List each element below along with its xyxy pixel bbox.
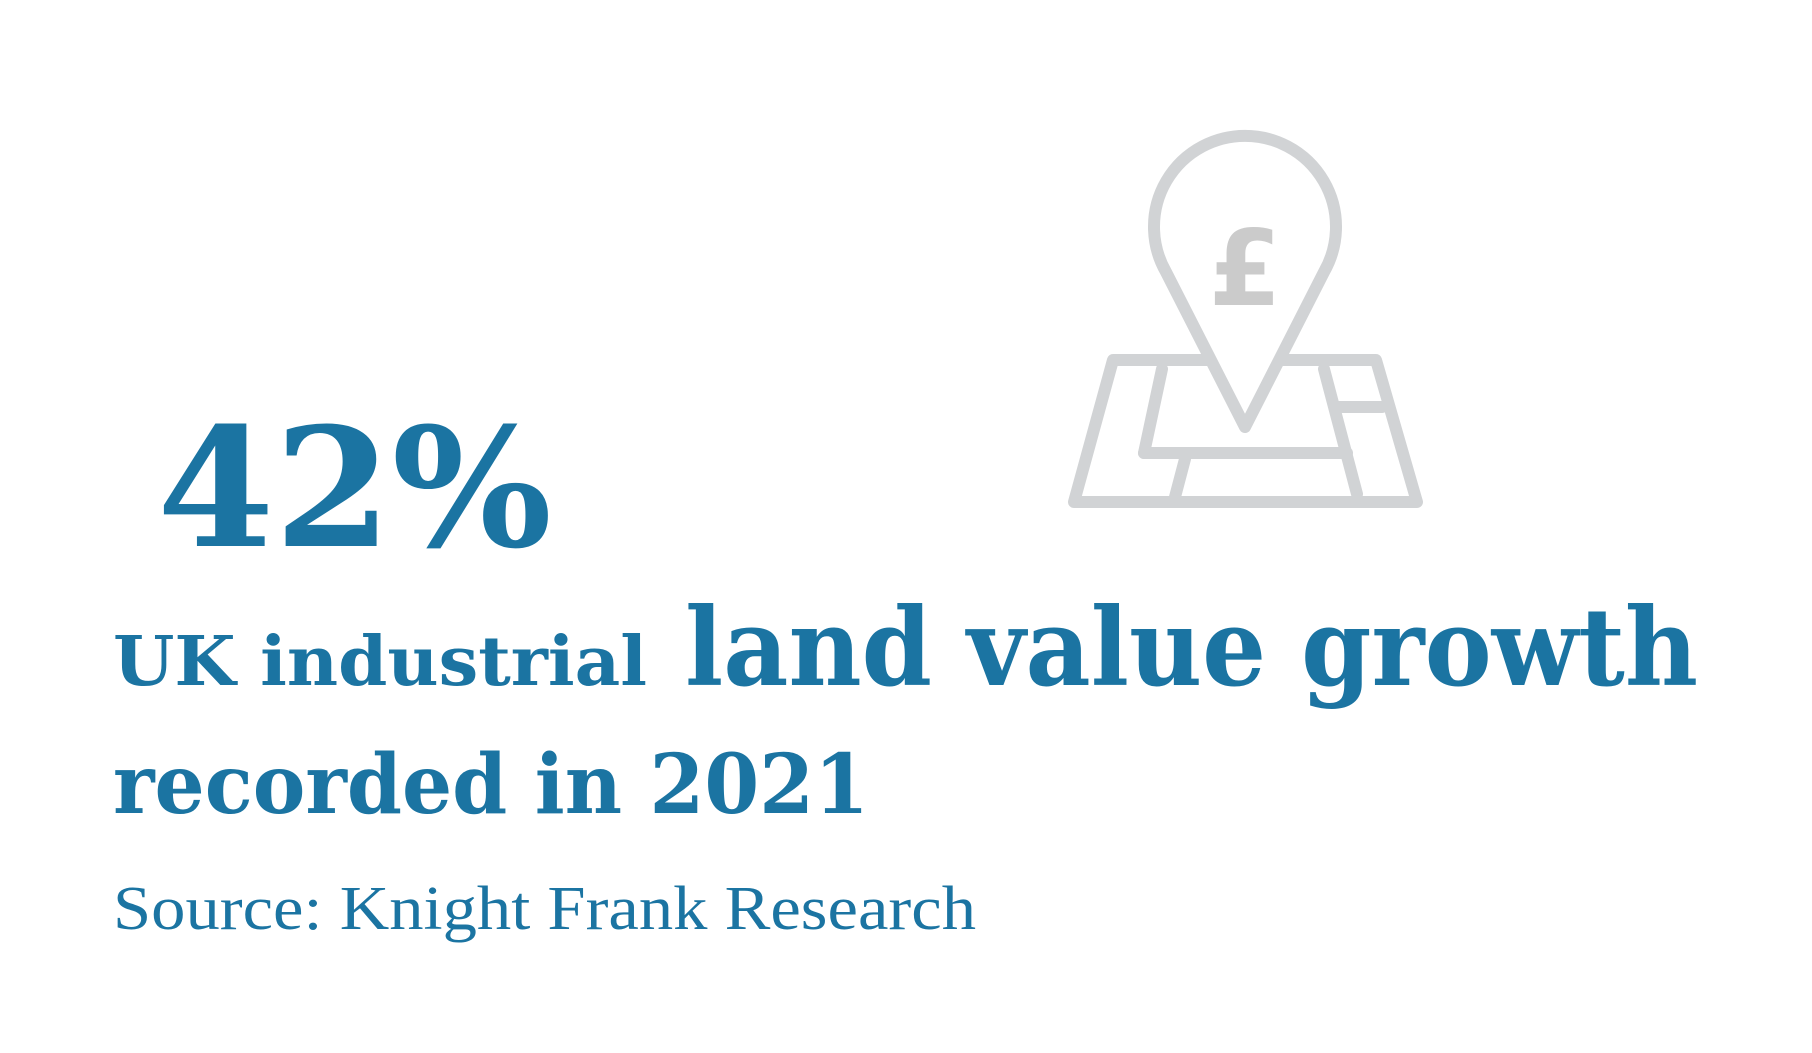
source: Source: Knight Frank Research <box>113 875 976 943</box>
map-line <box>1169 453 1191 503</box>
map-line <box>1138 363 1168 459</box>
headline-large: land value growth <box>685 585 1698 711</box>
stat-value: 42% <box>157 391 552 585</box>
map-outline <box>1068 354 1423 508</box>
map-line <box>1318 363 1363 500</box>
pound-symbol: £ <box>1208 208 1281 330</box>
map-pin-icon: £ <box>1068 129 1423 508</box>
headline-small: UK industrial <box>113 622 647 702</box>
pin <box>1148 129 1342 433</box>
headline-line2: recorded in 2021 <box>113 737 869 833</box>
